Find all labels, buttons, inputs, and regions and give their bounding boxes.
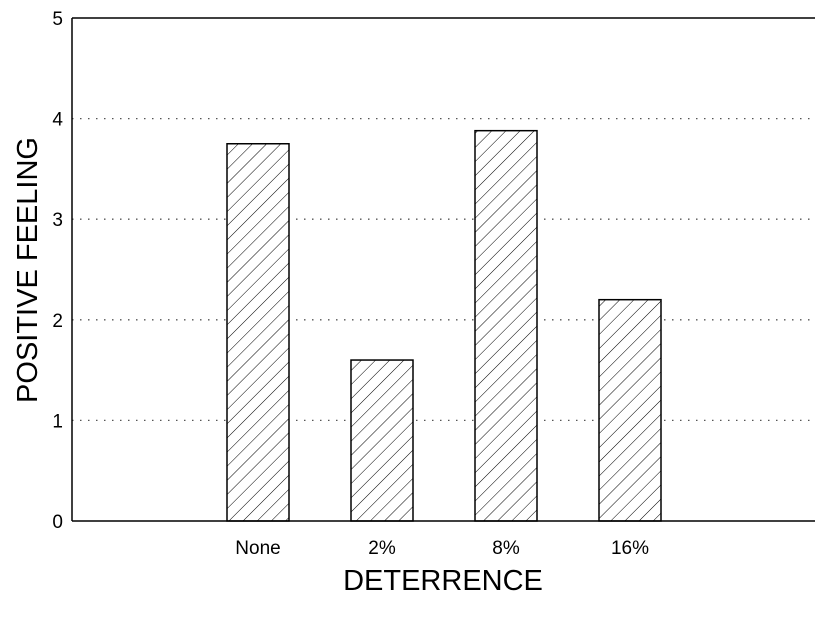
y-tick-label: 3 (52, 210, 63, 231)
bar-None (226, 143, 290, 522)
x-axis-title: DETERRENCE (343, 565, 543, 597)
y-tick-label: 0 (52, 512, 63, 533)
x-tick-label: None (235, 538, 280, 559)
gridlines (72, 117, 815, 422)
bar-2% (350, 359, 414, 522)
x-tick-label: 2% (368, 538, 396, 559)
y-tick-label: 2 (52, 311, 63, 332)
y-tick-labels: 0 1 2 3 4 5 (52, 9, 63, 533)
y-tick-label: 4 (52, 110, 63, 131)
x-tick-labels: None 2% 8% 16% (235, 538, 649, 559)
y-axis-title: POSITIVE FEELING (12, 137, 44, 403)
bar-8% (474, 129, 538, 522)
y-tick-label: 1 (52, 411, 63, 432)
bar-16% (598, 298, 662, 522)
x-tick-label: 16% (611, 538, 649, 559)
bars (226, 129, 662, 522)
x-tick-label: 8% (492, 538, 520, 559)
y-tick-label: 5 (52, 9, 63, 30)
axes (71, 17, 815, 522)
